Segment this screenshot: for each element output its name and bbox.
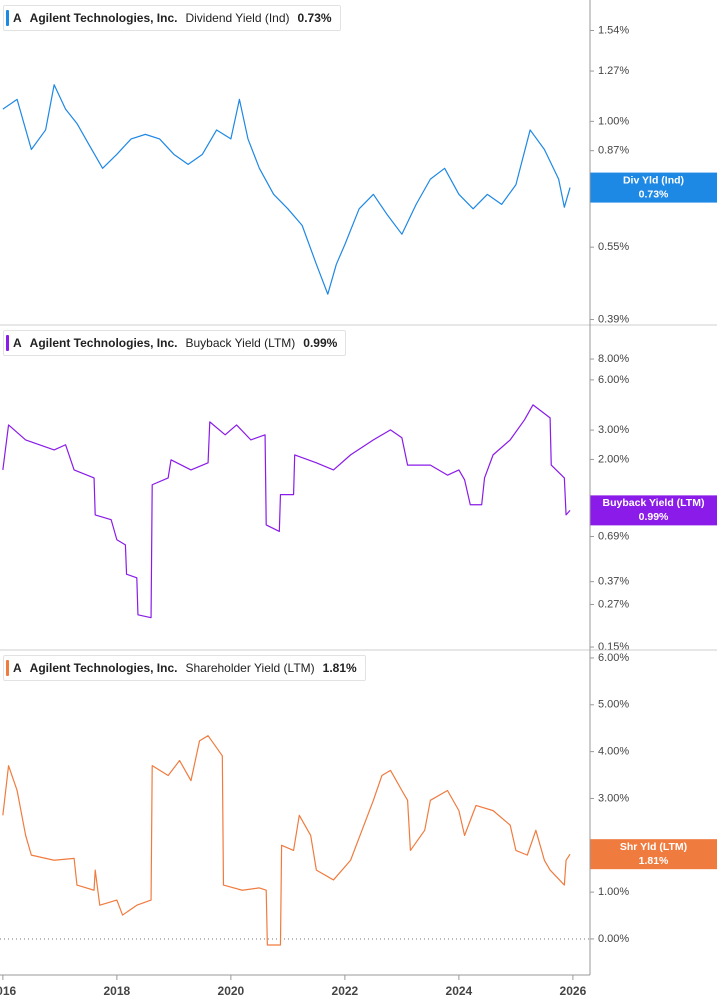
company-name: Agilent Technologies, Inc. xyxy=(29,336,178,350)
series-name: Buyback Yield (LTM) xyxy=(185,336,296,350)
y-tick-label: 0.87% xyxy=(598,145,629,157)
x-tick-label: 2016 xyxy=(0,984,17,998)
value-badge: Div Yld (Ind) 0.73% xyxy=(590,172,717,203)
y-tick-label: 0.37% xyxy=(598,576,629,588)
y-tick-label: 6.00% xyxy=(598,374,629,386)
series-name: Shareholder Yield (LTM) xyxy=(185,661,315,675)
legend-header: A Agilent Technologies, Inc. Buyback Yield… xyxy=(3,330,347,356)
y-tick-label: 3.00% xyxy=(598,424,629,436)
value-badge: Shr Yld (LTM) 1.81% xyxy=(590,839,717,870)
badge-box xyxy=(590,839,717,870)
company-name: Agilent Technologies, Inc. xyxy=(29,661,178,675)
series-line xyxy=(2,84,571,295)
y-tick-label: 1.27% xyxy=(598,65,629,77)
y-tick-label: 4.00% xyxy=(598,746,629,758)
legend-swatch xyxy=(6,335,9,351)
badge-name: Buyback Yield (LTM) xyxy=(603,497,705,509)
y-tick-label: 2.00% xyxy=(598,453,629,465)
y-tick-label: 0.00% xyxy=(598,933,629,945)
series-value: 0.99% xyxy=(303,336,338,350)
series-line xyxy=(2,404,571,619)
ticker: A xyxy=(13,11,22,25)
x-tick-label: 2018 xyxy=(104,984,131,998)
badge-name: Div Yld (Ind) xyxy=(623,174,684,186)
x-tick-label: 2020 xyxy=(218,984,245,998)
legend-header: A Agilent Technologies, Inc. Dividend Yiel… xyxy=(3,5,341,31)
y-tick-label: 8.00% xyxy=(598,353,629,365)
badge-value: 0.73% xyxy=(639,188,669,200)
badge-box xyxy=(590,495,717,526)
y-tick-label: 6.00% xyxy=(598,652,629,664)
y-tick-label: 1.00% xyxy=(598,886,629,898)
value-badge: Buyback Yield (LTM) 0.99% xyxy=(590,495,717,526)
y-tick-label: 0.39% xyxy=(598,313,629,325)
x-tick-label: 2022 xyxy=(332,984,359,998)
series-line xyxy=(2,735,571,946)
company-name: Agilent Technologies, Inc. xyxy=(29,11,178,25)
series-value: 1.81% xyxy=(322,661,357,675)
y-tick-label: 0.27% xyxy=(598,598,629,610)
x-tick-label: 2024 xyxy=(446,984,473,998)
y-tick-label: 5.00% xyxy=(598,699,629,711)
y-tick-label: 3.00% xyxy=(598,792,629,804)
badge-name: Shr Yld (LTM) xyxy=(620,841,687,853)
legend-header: A Agilent Technologies, Inc. Shareholder Y… xyxy=(3,655,366,681)
legend-swatch xyxy=(6,10,9,26)
badge-value: 1.81% xyxy=(639,855,669,867)
y-tick-label: 0.55% xyxy=(598,241,629,253)
ticker: A xyxy=(13,336,22,350)
y-tick-label: 1.00% xyxy=(598,115,629,127)
series-name: Dividend Yield (Ind) xyxy=(185,11,290,25)
series-value: 0.73% xyxy=(297,11,332,25)
badge-box xyxy=(590,172,717,203)
y-tick-label: 0.69% xyxy=(598,530,629,542)
ticker: A xyxy=(13,661,22,675)
badge-value: 0.99% xyxy=(639,511,669,523)
y-tick-label: 1.54% xyxy=(598,24,629,36)
legend-swatch xyxy=(6,660,9,676)
x-tick-label: 2026 xyxy=(560,984,587,998)
